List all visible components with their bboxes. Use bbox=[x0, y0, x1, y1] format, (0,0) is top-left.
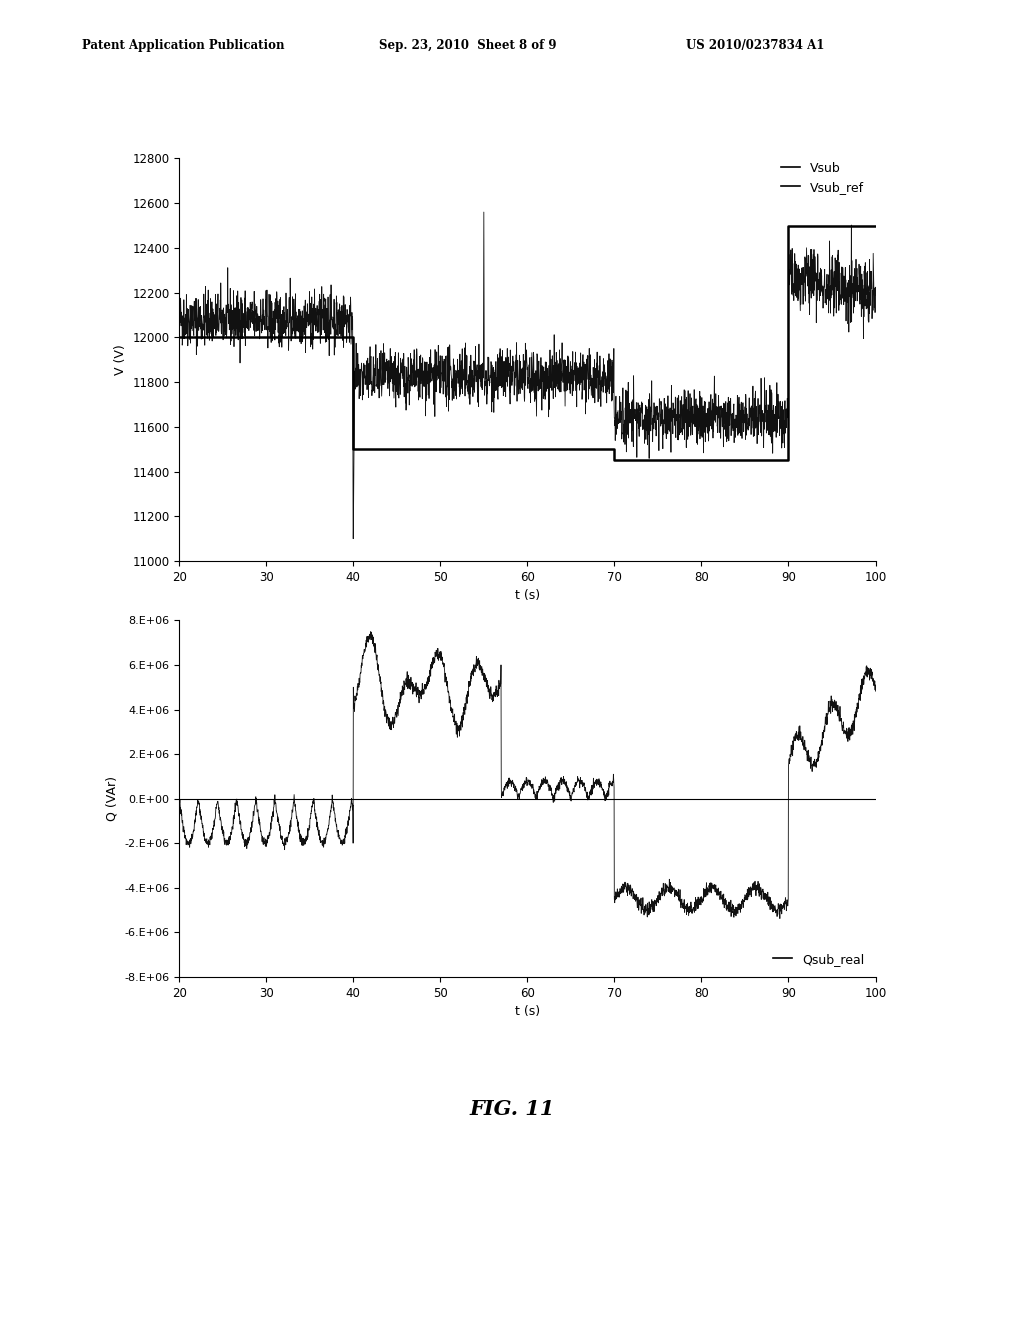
Text: Patent Application Publication: Patent Application Publication bbox=[82, 38, 285, 51]
Text: US 2010/0237834 A1: US 2010/0237834 A1 bbox=[686, 38, 824, 51]
X-axis label: t (s): t (s) bbox=[515, 589, 540, 602]
Text: FIG. 11: FIG. 11 bbox=[469, 1100, 555, 1119]
Y-axis label: V (V): V (V) bbox=[114, 345, 127, 375]
Y-axis label: Q (VAr): Q (VAr) bbox=[105, 776, 119, 821]
Text: Sep. 23, 2010  Sheet 8 of 9: Sep. 23, 2010 Sheet 8 of 9 bbox=[379, 38, 556, 51]
X-axis label: t (s): t (s) bbox=[515, 1005, 540, 1018]
Legend: Qsub_real: Qsub_real bbox=[768, 948, 869, 970]
Legend: Vsub, Vsub_ref: Vsub, Vsub_ref bbox=[776, 157, 869, 199]
